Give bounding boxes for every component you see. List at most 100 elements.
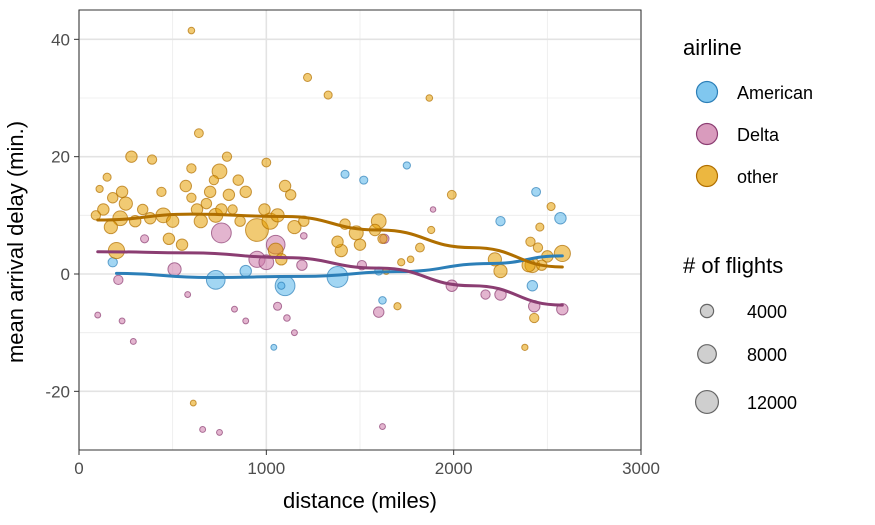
legend-flights: # of flights 4000 8000 12000 (683, 253, 797, 415)
y-axis-label: mean arrival delay (min.) (3, 121, 28, 363)
legend-size-key (694, 389, 720, 415)
data-point-other (165, 214, 180, 228)
data-point-american (531, 186, 542, 197)
data-point-american (359, 175, 369, 185)
data-point-other (406, 255, 415, 264)
data-point-other (331, 235, 344, 248)
data-point-other (193, 214, 208, 229)
data-point-other (227, 204, 238, 215)
data-point-delta (480, 289, 491, 300)
data-point-other (275, 253, 288, 266)
y-tick-label: 20 (51, 148, 70, 167)
trend-line-american (114, 254, 564, 280)
data-point-delta (231, 305, 238, 313)
data-point-delta (118, 317, 126, 325)
data-point-delta (300, 232, 308, 240)
data-point-delta (273, 301, 283, 311)
y-tick-label: 40 (51, 30, 70, 49)
data-point-other (446, 189, 457, 200)
data-point-other (211, 163, 228, 180)
data-point-american (378, 296, 387, 305)
data-point-delta (242, 317, 250, 325)
y-tick-label: -20 (45, 382, 70, 401)
data-point-other (239, 185, 252, 199)
legend-airline: airline American Delta other (683, 35, 813, 188)
data-point-other (261, 157, 272, 168)
data-point-delta (290, 329, 298, 337)
data-points (90, 26, 571, 436)
data-point-other (393, 302, 402, 311)
data-point-other (284, 189, 297, 201)
data-point-other (232, 174, 244, 186)
data-point-american (277, 281, 286, 290)
data-point-other (97, 203, 110, 216)
data-point-american (270, 343, 278, 351)
y-axis: -20 0 20 40 (45, 30, 79, 401)
data-point-american (554, 212, 567, 225)
data-point-other (377, 233, 388, 244)
legend-label-delta: Delta (737, 125, 780, 145)
data-point-american (495, 216, 506, 227)
data-point-delta (167, 262, 182, 277)
data-point-other (222, 188, 236, 202)
data-point-other (287, 219, 302, 235)
data-point-other (258, 203, 271, 216)
data-point-other (189, 399, 197, 407)
data-point-delta (429, 206, 437, 213)
legend-key-other (695, 164, 719, 188)
data-point-other (525, 236, 536, 247)
data-point-other (115, 185, 129, 199)
data-point-other (102, 172, 112, 182)
legend-label-american: American (737, 83, 813, 103)
data-point-delta (379, 423, 386, 430)
legend-label-other: other (737, 167, 778, 187)
data-point-other (303, 72, 313, 83)
x-axis: 0 1000 2000 3000 (74, 450, 660, 478)
data-point-other (103, 219, 118, 235)
data-point-delta (373, 306, 385, 318)
x-axis-label: distance (miles) (283, 488, 437, 513)
data-point-other (221, 151, 233, 162)
data-point-delta (140, 234, 150, 244)
data-point-other (162, 232, 176, 246)
x-tick-label: 0 (74, 459, 83, 478)
legend-size-key (697, 344, 717, 364)
legend-size-key (699, 303, 715, 319)
legend-key-delta (695, 122, 719, 146)
data-point-other (186, 163, 197, 174)
data-point-delta (210, 222, 232, 244)
data-point-american (239, 264, 252, 278)
data-point-american (526, 280, 539, 292)
legend-size-label: 4000 (747, 302, 787, 322)
data-point-other (425, 94, 434, 102)
data-point-other (175, 238, 189, 251)
x-tick-label: 3000 (622, 459, 660, 478)
data-point-other (95, 184, 104, 194)
data-point-other (118, 196, 133, 211)
data-point-other (146, 154, 158, 165)
x-tick-label: 2000 (435, 459, 473, 478)
data-point-delta (296, 259, 308, 271)
data-point-other (186, 192, 197, 203)
data-point-other (493, 263, 508, 279)
data-point-other (179, 179, 192, 193)
trend-lines (96, 212, 564, 307)
trend-line-delta (96, 250, 564, 307)
data-point-other (546, 201, 556, 212)
data-point-delta (283, 314, 291, 322)
data-point-delta (216, 428, 223, 436)
data-point-american (402, 161, 411, 170)
data-point-other (427, 225, 436, 235)
data-point-american (340, 169, 350, 179)
data-point-delta (184, 291, 192, 298)
data-point-other (553, 244, 571, 263)
data-point-delta (113, 274, 124, 286)
data-point-other (187, 26, 196, 35)
data-point-other (353, 238, 367, 251)
plot-border (78, 9, 642, 451)
data-point-american (205, 270, 226, 290)
data-point-other (415, 242, 425, 253)
data-point-other (234, 215, 246, 227)
data-point-other (125, 150, 138, 163)
